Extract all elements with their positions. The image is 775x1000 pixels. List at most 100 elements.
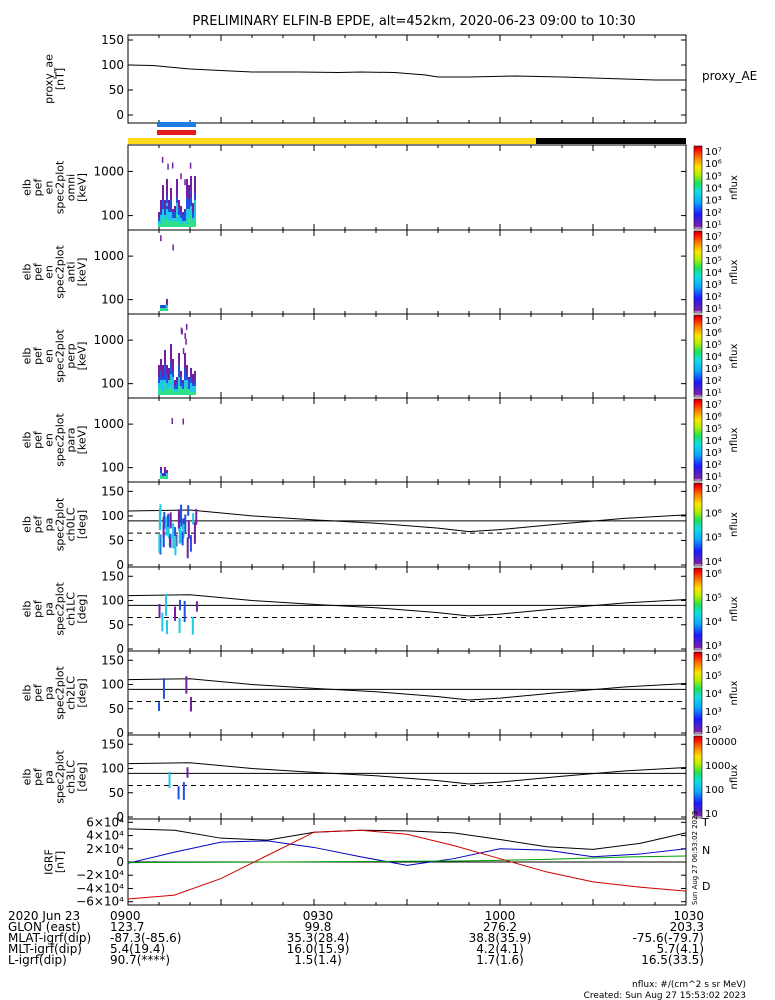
spec-omni-pixel	[184, 218, 186, 221]
pa-ch3LC-ylabel-line: pa	[43, 770, 56, 784]
spec-omni-pixel	[190, 218, 192, 221]
spec-omni-pixel	[188, 206, 190, 209]
spec-omni-pixel	[162, 206, 164, 209]
spec-omni-pixel	[188, 197, 190, 200]
spec-perp-pixel	[178, 371, 180, 374]
ephem-label: MLT-igrf(dip)	[8, 942, 82, 956]
igrf-ytick-label: 0	[116, 855, 124, 869]
spec-omni-pixel	[186, 209, 188, 212]
spec-omni-pixel	[178, 212, 180, 215]
igrf-legend-N: N	[702, 844, 710, 857]
spec-omni-pixel	[186, 200, 188, 203]
spec-perp-pixel	[182, 386, 184, 389]
spec-omni-pixel	[190, 188, 192, 191]
spec-omni-pixel	[162, 209, 164, 212]
spec-omni-pixel	[178, 206, 180, 209]
spec-omni-pixel	[164, 215, 166, 218]
pa-ch3LC-pixel	[186, 767, 189, 778]
spec-anti-pixel	[164, 305, 166, 308]
spec-perp-pixel	[178, 359, 180, 362]
spec-perp-pixel	[178, 368, 180, 371]
spec-perp-pixel	[168, 383, 170, 386]
cbar-ch2LC-bar	[693, 651, 703, 735]
pa-ch2LC-frame	[127, 650, 687, 736]
pa-ch0LC-pixel	[159, 504, 162, 517]
pa-ch0LC-pixel	[181, 531, 184, 546]
spec-omni-ylabel-line: elb	[21, 179, 34, 196]
cbar-para-tick-label: 10²	[705, 460, 722, 471]
cbar-omni-tick-label: 10⁷	[705, 147, 722, 158]
spec-omni-pixel	[160, 218, 162, 221]
spec-omni-pixel	[184, 221, 186, 224]
spec-perp-pixel	[164, 350, 166, 353]
spec-perp-pixel	[176, 389, 178, 392]
spec-omni-pixel	[170, 212, 172, 215]
cbar-anti-tick-label: 10⁶	[705, 244, 722, 255]
spec-perp-pixel	[158, 389, 160, 392]
spec-perp-pixel	[164, 362, 166, 365]
spec-omni-pixel	[176, 221, 178, 224]
spec-perp-pixel	[168, 371, 170, 374]
spec-perp-streak	[181, 328, 183, 335]
pa-ch1LC-pixel	[174, 606, 177, 621]
spec-omni-pixel	[188, 218, 190, 221]
spec-omni-pixel	[186, 203, 188, 206]
spec-perp-pixel	[172, 386, 174, 389]
spec-perp-pixel	[168, 377, 170, 380]
spec-perp-pixel	[170, 368, 172, 371]
spec-perp-pixel	[158, 374, 160, 377]
spec-omni-pixel	[188, 188, 190, 191]
igrf-ytick-label: −6×10⁴	[76, 895, 124, 909]
cbar-ch1LC-bar	[693, 567, 703, 651]
spec-perp-pixel	[186, 374, 188, 377]
spec-perp-streak	[185, 323, 188, 330]
spec-omni-pixel	[170, 197, 172, 200]
cbar-ch3LC-tick-label: 100	[705, 785, 724, 796]
spec-omni-pixel	[162, 212, 164, 215]
spec-perp-pixel	[190, 377, 192, 380]
spec-omni-pixel	[172, 209, 174, 212]
spec-perp-pixel	[190, 371, 192, 374]
spec-perp-pixel	[172, 380, 174, 383]
spec-perp-pixel	[162, 368, 164, 371]
spec-anti-pixel	[166, 299, 168, 302]
spec-perp-pixel	[158, 368, 160, 371]
spec-omni-pixel	[180, 224, 182, 227]
spec-perp-pixel	[164, 374, 166, 377]
spec-anti-ylabel-line: anti	[65, 261, 78, 282]
spec-perp-pixel	[160, 377, 162, 380]
cbar-para-tick-label: 10⁷	[705, 400, 722, 411]
cbar-perp-tick-label: 10⁵	[705, 340, 722, 351]
spec-omni-pixel	[186, 191, 188, 194]
spec-omni-pixel	[190, 182, 192, 185]
spec-perp-pixel	[162, 374, 164, 377]
proxy-ae-ytick-label: 150	[101, 33, 124, 47]
pa-ch0LC-pixel	[158, 508, 161, 531]
pa-ch1LC-lc-curve	[127, 594, 687, 617]
spec-omni-streak	[171, 162, 174, 169]
proxy-ae-ylabel-line: [nT]	[54, 68, 67, 90]
spec-omni-pixel	[166, 182, 168, 185]
pa-ch0LC-ytick-label: 150	[101, 484, 124, 498]
spec-perp-pixel	[160, 365, 162, 368]
spec-omni-pixel	[172, 218, 174, 221]
cbar-anti-tick-label: 10⁵	[705, 256, 722, 267]
cbar-omni-bar	[693, 145, 703, 230]
spec-omni-pixel	[158, 218, 160, 221]
spec-omni-pixel	[182, 212, 184, 215]
spec-omni-pixel	[166, 200, 168, 203]
spec-perp-pixel	[178, 383, 180, 386]
spec-perp-pixel	[190, 389, 192, 392]
spec-omni-pixel	[192, 212, 194, 215]
spec-omni-pixel	[192, 218, 194, 221]
spec-perp-pixel	[174, 389, 176, 392]
spec-perp-pixel	[186, 371, 188, 374]
spec-perp-pixel	[158, 371, 160, 374]
ephem-value: 1000	[485, 909, 516, 923]
spec-omni-pixel	[194, 191, 196, 194]
spec-omni-pixel	[172, 212, 174, 215]
spec-omni-pixel	[166, 188, 168, 191]
spec-perp-pixel	[186, 365, 188, 368]
spec-para-pixel	[164, 467, 166, 470]
spec-perp-pixel	[164, 368, 166, 371]
